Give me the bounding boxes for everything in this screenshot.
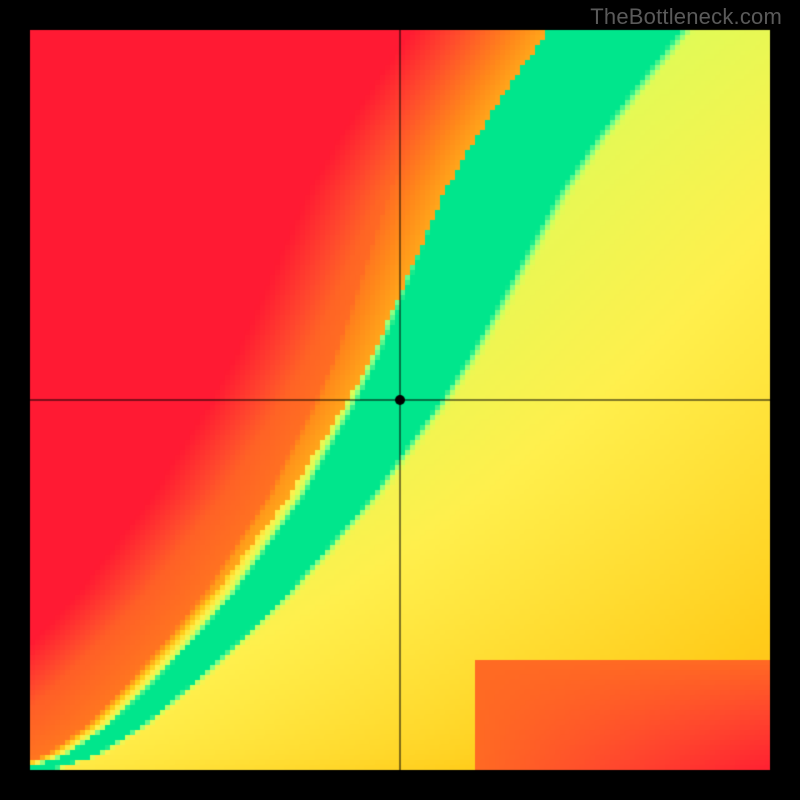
chart-stage: TheBottleneck.com <box>0 0 800 800</box>
heatmap-canvas <box>0 0 800 800</box>
